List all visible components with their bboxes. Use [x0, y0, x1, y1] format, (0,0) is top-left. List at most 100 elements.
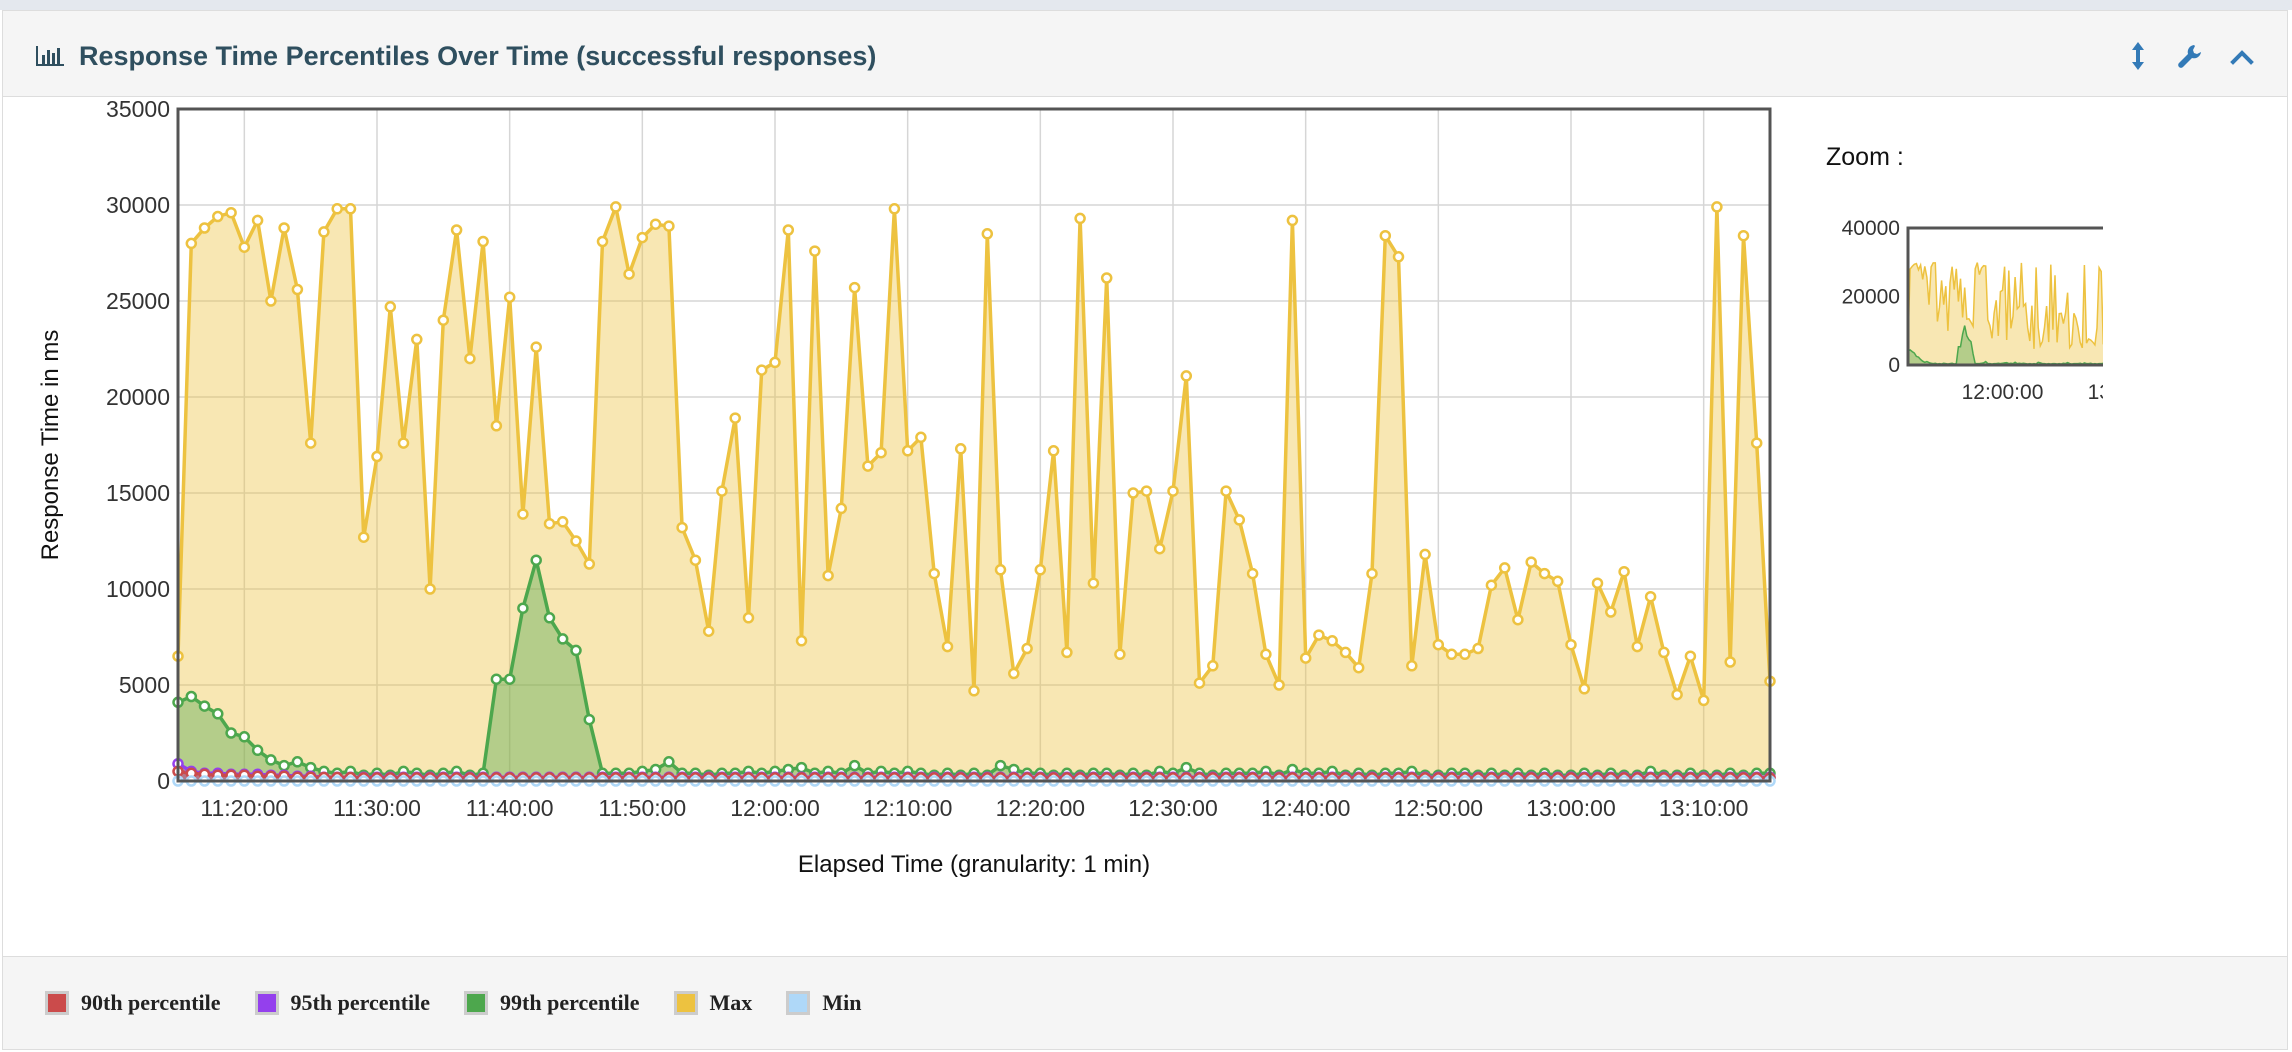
point-max[interactable]: [1750, 437, 1763, 449]
point-max[interactable]: [1339, 646, 1352, 659]
resize-icon[interactable]: [2123, 39, 2153, 73]
point-max[interactable]: [1366, 567, 1378, 580]
point-max[interactable]: [1445, 648, 1458, 661]
point-max[interactable]: [1459, 648, 1471, 661]
point-99th-percentile[interactable]: [1180, 761, 1193, 774]
point-99th-percentile[interactable]: [556, 633, 569, 645]
point-max[interactable]: [251, 214, 264, 227]
point-max[interactable]: [610, 201, 622, 213]
point-max[interactable]: [1512, 613, 1524, 626]
point-max[interactable]: [1392, 251, 1405, 263]
point-99th-percentile[interactable]: [490, 673, 503, 685]
point-max[interactable]: [1724, 656, 1736, 668]
point-max[interactable]: [1737, 229, 1750, 242]
point-max[interactable]: [1525, 556, 1537, 568]
point-max[interactable]: [636, 231, 649, 244]
point-max[interactable]: [1565, 638, 1577, 651]
point-max[interactable]: [1087, 577, 1100, 589]
point-max[interactable]: [795, 635, 808, 647]
point-max[interactable]: [809, 245, 821, 257]
point-max[interactable]: [1419, 548, 1431, 561]
point-max[interactable]: [1061, 646, 1073, 659]
point-max[interactable]: [1697, 694, 1710, 707]
point-max[interactable]: [1472, 642, 1484, 655]
point-max[interactable]: [1100, 272, 1113, 284]
point-max[interactable]: [384, 301, 397, 313]
point-max[interactable]: [954, 443, 967, 455]
point-max[interactable]: [1047, 445, 1060, 457]
zoom-overview-chart[interactable]: 40000 20000 0 12:00:00 13:00:00: [1803, 187, 2103, 407]
point-99th-percentile[interactable]: [251, 744, 264, 757]
point-max[interactable]: [1658, 646, 1670, 659]
point-max[interactable]: [1260, 648, 1272, 661]
point-max[interactable]: [769, 356, 781, 369]
point-max[interactable]: [464, 352, 476, 365]
point-max[interactable]: [676, 521, 688, 534]
point-max[interactable]: [1180, 370, 1193, 382]
point-max[interactable]: [1153, 542, 1166, 555]
point-max[interactable]: [822, 569, 834, 582]
point-max[interactable]: [1313, 629, 1325, 641]
legend-item-max[interactable]: Max: [673, 990, 752, 1016]
point-max[interactable]: [901, 445, 914, 457]
point-max[interactable]: [862, 460, 874, 472]
point-max[interactable]: [225, 206, 237, 219]
point-max[interactable]: [424, 583, 436, 595]
point-max[interactable]: [689, 554, 702, 566]
point-99th-percentile[interactable]: [795, 761, 808, 774]
point-max[interactable]: [915, 431, 927, 444]
point-max[interactable]: [437, 314, 450, 326]
point-max[interactable]: [477, 235, 489, 248]
point-max[interactable]: [556, 516, 569, 528]
point-max[interactable]: [543, 517, 556, 530]
legend-item-90th-percentile[interactable]: 90th percentile: [45, 990, 221, 1016]
point-max[interactable]: [1379, 229, 1392, 242]
point-max[interactable]: [1711, 201, 1723, 213]
point-max[interactable]: [450, 224, 463, 236]
point-max[interactable]: [968, 685, 980, 697]
point-max[interactable]: [212, 210, 224, 223]
point-max[interactable]: [1644, 590, 1657, 603]
point-99th-percentile[interactable]: [198, 700, 211, 712]
point-99th-percentile[interactable]: [503, 673, 516, 685]
point-max[interactable]: [835, 502, 848, 515]
point-max[interactable]: [1299, 652, 1312, 664]
point-max[interactable]: [278, 222, 290, 234]
point-99th-percentile[interactable]: [543, 612, 556, 624]
point-max[interactable]: [1207, 660, 1219, 672]
point-max[interactable]: [1631, 640, 1644, 653]
point-max[interactable]: [291, 283, 304, 296]
point-max[interactable]: [1167, 485, 1179, 497]
point-99th-percentile[interactable]: [994, 759, 1007, 772]
collapse-chevron-up-icon[interactable]: [2227, 39, 2257, 73]
point-99th-percentile[interactable]: [663, 756, 675, 768]
point-max[interactable]: [238, 241, 251, 253]
legend-item-95th-percentile[interactable]: 95th percentile: [254, 990, 430, 1016]
point-max[interactable]: [344, 203, 357, 215]
point-max[interactable]: [1605, 606, 1617, 618]
point-max[interactable]: [1406, 660, 1418, 672]
point-99th-percentile[interactable]: [225, 727, 237, 739]
point-max[interactable]: [570, 535, 582, 547]
point-99th-percentile[interactable]: [530, 554, 542, 566]
point-max[interactable]: [1127, 487, 1139, 499]
legend-item-min[interactable]: Min: [786, 990, 861, 1016]
point-max[interactable]: [517, 508, 529, 520]
point-99th-percentile[interactable]: [517, 602, 529, 614]
point-max[interactable]: [1618, 565, 1630, 578]
point-max[interactable]: [1074, 212, 1086, 225]
point-max[interactable]: [623, 268, 635, 280]
point-max[interactable]: [848, 281, 861, 294]
point-max[interactable]: [185, 237, 198, 250]
point-max[interactable]: [1273, 679, 1285, 691]
point-max[interactable]: [596, 235, 609, 248]
point-99th-percentile[interactable]: [265, 754, 277, 766]
point-max[interactable]: [1684, 650, 1697, 662]
point-max[interactable]: [1021, 642, 1033, 655]
point-max[interactable]: [198, 222, 211, 234]
point-max[interactable]: [397, 437, 410, 449]
point-max[interactable]: [1193, 677, 1206, 689]
point-max[interactable]: [1538, 567, 1551, 580]
point-99th-percentile[interactable]: [238, 731, 251, 743]
point-max[interactable]: [371, 450, 383, 463]
